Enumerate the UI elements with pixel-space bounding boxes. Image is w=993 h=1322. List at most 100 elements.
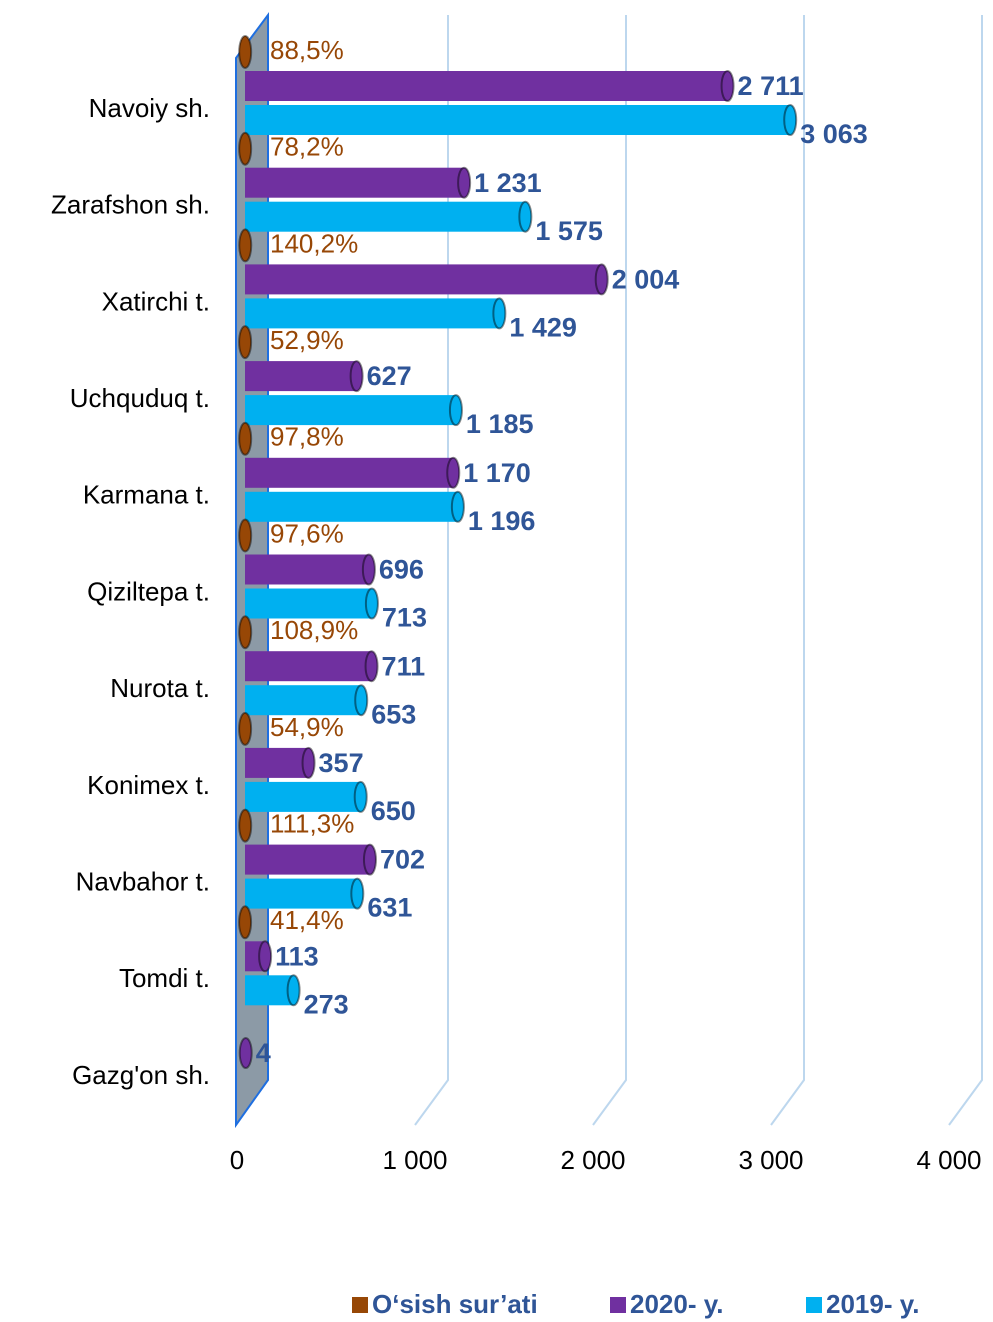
bar-cap (364, 587, 379, 620)
data-label: 696 (379, 555, 424, 585)
bar-cap (286, 974, 301, 1007)
x-tick-label: 4 000 (916, 1145, 981, 1175)
data-label: 650 (371, 796, 416, 826)
data-label: 702 (380, 845, 425, 875)
data-label: 357 (319, 748, 364, 778)
bar (245, 781, 361, 812)
bar-cap (238, 518, 253, 553)
grid-line (948, 15, 983, 1126)
category-label: Gazg'on sh. (72, 1060, 210, 1090)
data-label: 273 (304, 989, 349, 1019)
data-label: 1 231 (474, 168, 542, 198)
bar (245, 361, 357, 392)
data-label: 54,9% (270, 712, 344, 742)
bar-cap (594, 263, 609, 296)
data-label: 1 170 (463, 458, 531, 488)
bar-cap (446, 456, 461, 489)
bar (245, 685, 362, 716)
category-label: Tomdi t. (119, 963, 210, 993)
data-label: 108,9% (270, 615, 358, 645)
legend-label: 2019- y. (826, 1289, 919, 1319)
bar-cap (238, 325, 253, 360)
data-label: 1 575 (535, 216, 603, 246)
bar (245, 201, 526, 232)
category-label: Qiziltepa t. (87, 576, 210, 606)
bar-cap (349, 360, 364, 393)
bar-cap (518, 200, 533, 233)
bar-cap (258, 940, 273, 973)
category-label: Nurota t. (110, 673, 210, 703)
bar (245, 588, 372, 619)
bar (245, 651, 372, 682)
grid-line (592, 15, 627, 1126)
data-label: 627 (367, 361, 412, 391)
bar-cap (450, 490, 465, 523)
bar-cap (350, 877, 365, 910)
category-label: Uchquduq t. (70, 383, 210, 413)
category-label: Navbahor t. (76, 866, 210, 896)
data-label: 88,5% (270, 35, 344, 65)
data-label: 78,2% (270, 132, 344, 162)
bar-cap (457, 166, 472, 199)
legend-label: O‘sish sur’ati (372, 1289, 538, 1319)
bar-cap (238, 808, 253, 843)
data-label: 41,4% (270, 905, 344, 935)
category-label: Xatirchi t. (102, 286, 210, 316)
bar-cap (238, 905, 253, 940)
data-label: 653 (371, 699, 416, 729)
bar-cap (238, 131, 253, 166)
data-label: 2 004 (612, 265, 680, 295)
bar (245, 167, 465, 198)
data-label: 52,9% (270, 325, 344, 355)
legend-label: 2020- y. (630, 1289, 723, 1319)
bar (245, 457, 454, 488)
bar-cap (720, 70, 735, 102)
bar-cap (361, 553, 376, 586)
category-label: Navoiy sh. (89, 93, 210, 123)
bar (245, 264, 602, 295)
data-label: 711 (382, 651, 426, 681)
data-label: 1 429 (509, 313, 577, 343)
bar (245, 554, 369, 585)
bar-cap (783, 104, 798, 136)
legend-swatch (806, 1297, 822, 1313)
bar (245, 71, 728, 101)
grid-line (414, 15, 449, 1126)
bar (245, 878, 358, 909)
data-label: 4 (256, 1038, 271, 1068)
x-tick-label: 0 (230, 1145, 244, 1175)
data-label: 1 196 (468, 506, 536, 536)
bar-cap (238, 1037, 253, 1069)
bar-cap (238, 615, 253, 650)
data-label: 97,6% (270, 518, 344, 548)
data-label: 2 711 (738, 71, 804, 101)
legend-swatch (352, 1297, 368, 1313)
bar (245, 975, 294, 1006)
data-label: 140,2% (270, 228, 358, 258)
x-tick-label: 1 000 (382, 1145, 447, 1175)
category-label: Konimex t. (87, 770, 210, 800)
bar (245, 491, 458, 522)
bar-cap (238, 711, 253, 746)
bar-cap (238, 228, 253, 263)
bar-cap (301, 746, 316, 779)
bar-cap (448, 394, 463, 427)
bar (245, 844, 370, 875)
grid-line (770, 15, 805, 1126)
bar-cap (238, 421, 253, 456)
data-label: 631 (367, 893, 412, 923)
bar-cap (362, 843, 377, 876)
data-label: 3 063 (800, 119, 868, 149)
bar-cap (238, 35, 253, 69)
bar-cap (492, 297, 507, 330)
data-label: 1 185 (466, 409, 534, 439)
data-label: 113 (275, 941, 319, 971)
data-label: 713 (382, 603, 427, 633)
x-tick-label: 3 000 (738, 1145, 803, 1175)
legend-swatch (610, 1297, 626, 1313)
bar (245, 395, 456, 426)
bar-cap (364, 650, 379, 683)
bar-cap (353, 780, 368, 813)
category-label: Zarafshon sh. (51, 190, 210, 220)
